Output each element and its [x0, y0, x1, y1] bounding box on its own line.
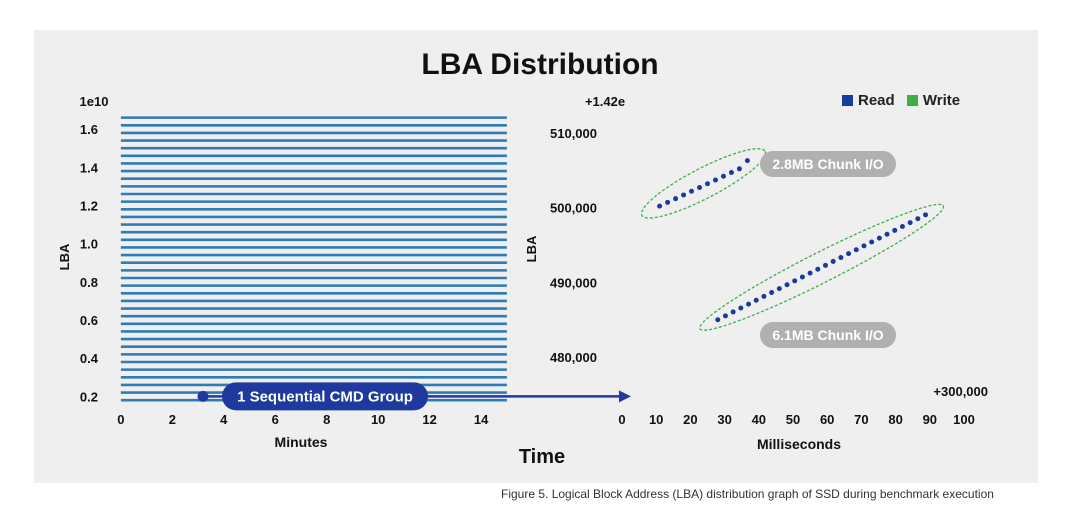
figure-caption: Figure 5. Logical Block Address (LBA) di… [501, 487, 994, 501]
read-point-s1-7 [769, 290, 775, 296]
right-x-tick-9: 90 [923, 412, 937, 427]
figure-title: LBA Distribution [421, 48, 659, 81]
left-x-tick-7: 14 [474, 412, 489, 427]
read-point-s1-16 [838, 255, 844, 261]
read-point-s1-4 [746, 301, 752, 307]
left-y-tick-3: 0.8 [80, 275, 98, 290]
left-y-tick-4: 1.0 [80, 237, 98, 252]
legend-swatch-read [842, 95, 853, 106]
legend-label-write: Write [922, 92, 961, 109]
left-x-tick-2: 4 [220, 412, 228, 427]
right-x-tick-4: 40 [752, 412, 766, 427]
right-x-offset: +300,000 [933, 384, 988, 399]
chunk-callout-box-1 [760, 322, 896, 348]
chunk-callout-box-0 [760, 151, 896, 177]
right-y-tick-2: 500,000 [550, 201, 597, 216]
read-point-s1-26 [915, 216, 921, 222]
read-point-s1-25 [907, 220, 913, 226]
read-point-s0-2 [673, 196, 679, 202]
read-point-s1-17 [846, 251, 852, 257]
read-point-s1-2 [730, 309, 736, 315]
right-x-tick-8: 80 [888, 412, 902, 427]
read-point-s0-0 [657, 203, 663, 209]
cmd-group-arrow-start [197, 390, 209, 402]
left-x-tick-6: 12 [422, 412, 436, 427]
read-point-s1-6 [761, 293, 767, 299]
read-point-s0-7 [712, 177, 718, 183]
read-point-s1-3 [738, 305, 744, 311]
chunk-callout-label-0: 2.8MB Chunk I/O [772, 156, 883, 172]
left-y-tick-0: 0.2 [80, 389, 98, 404]
right-x-tick-6: 60 [820, 412, 834, 427]
right-y-tick-1: 490,000 [550, 275, 597, 290]
read-point-s1-0 [715, 317, 721, 323]
read-point-s0-9 [728, 170, 734, 176]
legend: Read Write [842, 92, 968, 109]
right-x-tick-7: 70 [854, 412, 868, 427]
read-point-s1-11 [799, 274, 805, 280]
read-point-s0-6 [705, 181, 710, 187]
read-point-s0-5 [697, 184, 703, 190]
right-x-tick-10: 100 [953, 412, 975, 427]
read-point-s1-21 [876, 235, 882, 241]
read-point-s1-23 [892, 227, 898, 233]
read-point-s1-22 [884, 231, 890, 237]
left-x-tick-5: 10 [371, 412, 385, 427]
left-y-tick-1: 0.4 [80, 351, 99, 366]
right-y-axis-label: LBA [524, 235, 539, 262]
read-point-s1-19 [861, 243, 867, 249]
cmd-group-label-box [222, 382, 428, 411]
left-x-tick-0: 0 [117, 412, 124, 427]
read-point-s0-1 [665, 199, 671, 205]
read-point-s0-10 [736, 166, 742, 172]
chunk-ellipse-1 [699, 203, 945, 331]
right-x-tick-5: 50 [786, 412, 800, 427]
left-x-tick-1: 2 [169, 412, 176, 427]
legend-label-read: Read [858, 92, 895, 109]
read-point-s1-27 [923, 212, 929, 218]
read-point-s1-15 [830, 258, 836, 264]
left-y-axis-label: LBA [57, 243, 72, 270]
left-y-tick-5: 1.2 [80, 198, 98, 213]
read-point-s0-3 [681, 192, 687, 198]
read-point-s1-24 [899, 223, 905, 229]
read-point-s1-13 [815, 266, 821, 272]
read-point-s1-8 [776, 286, 782, 292]
read-point-s0-11 [744, 158, 750, 164]
right-x-tick-3: 30 [717, 412, 731, 427]
read-point-s1-18 [853, 247, 859, 253]
legend-swatch-write [906, 95, 918, 106]
left-x-axis-label: Minutes [275, 434, 328, 450]
left-x-tick-4: 8 [323, 412, 330, 427]
right-x-tick-1: 10 [649, 412, 663, 427]
left-y-tick-7: 1.6 [80, 122, 98, 137]
read-point-s1-20 [869, 239, 875, 245]
read-point-s1-14 [822, 262, 828, 268]
shared-time-label: Time [519, 446, 565, 468]
right-x-tick-0: 0 [618, 412, 625, 427]
right-x-axis-label: Milliseconds [757, 436, 841, 452]
chunk-ellipse-0 [640, 148, 767, 219]
read-point-s1-5 [753, 297, 759, 303]
left-x-tick-3: 6 [272, 412, 279, 427]
cmd-group-arrow-head [619, 390, 631, 403]
left-y-tick-6: 1.4 [80, 160, 99, 175]
chunk-callout-label-1: 6.1MB Chunk I/O [772, 327, 883, 343]
figure-panel [34, 30, 1038, 483]
left-y-tick-2: 0.6 [80, 313, 98, 328]
right-y-tick-0: 480,000 [550, 350, 597, 365]
right-y-tick-3: 510,000 [550, 126, 597, 141]
left-y-multiplier: 1e10 [80, 94, 109, 109]
read-point-s1-9 [784, 282, 790, 288]
right-y-offset: +1.42e [585, 94, 625, 109]
read-point-s1-1 [722, 313, 728, 319]
right-x-tick-2: 20 [683, 412, 697, 427]
read-point-s0-4 [689, 188, 695, 194]
read-point-s1-10 [792, 278, 798, 284]
read-point-s1-12 [807, 270, 813, 276]
read-point-s0-8 [720, 173, 726, 179]
cmd-group-label: 1 Sequential CMD Group [237, 388, 413, 405]
